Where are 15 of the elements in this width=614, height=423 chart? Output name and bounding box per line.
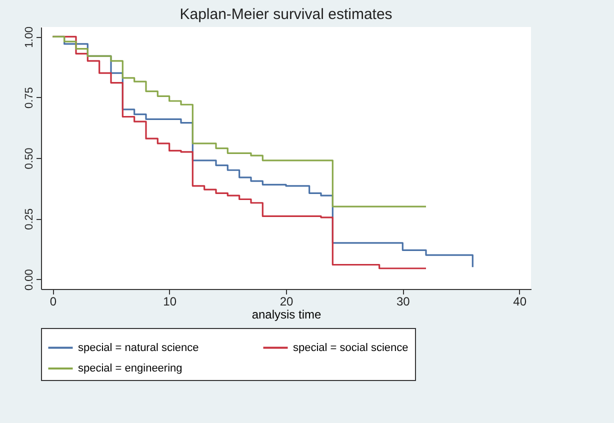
x-tick-label: 10 bbox=[163, 294, 177, 308]
x-tick-label: 40 bbox=[513, 294, 527, 308]
y-tick-label: 0.50 bbox=[24, 148, 36, 170]
legend-label: special = social science bbox=[293, 342, 408, 354]
x-tick-label: 20 bbox=[280, 294, 294, 308]
y-tick-label: 0.25 bbox=[24, 208, 36, 230]
legend-label: special = engineering bbox=[78, 362, 182, 374]
x-tick-label: 30 bbox=[396, 294, 410, 308]
x-axis-title: analysis time bbox=[252, 308, 322, 322]
y-tick-label: 1.00 bbox=[24, 26, 36, 48]
chart-title: Kaplan-Meier survival estimates bbox=[180, 6, 392, 23]
y-tick-label: 0.00 bbox=[24, 269, 36, 291]
legend-label: special = natural science bbox=[78, 342, 199, 354]
y-tick-label: 0.75 bbox=[24, 87, 36, 109]
x-tick-label: 0 bbox=[50, 294, 57, 308]
